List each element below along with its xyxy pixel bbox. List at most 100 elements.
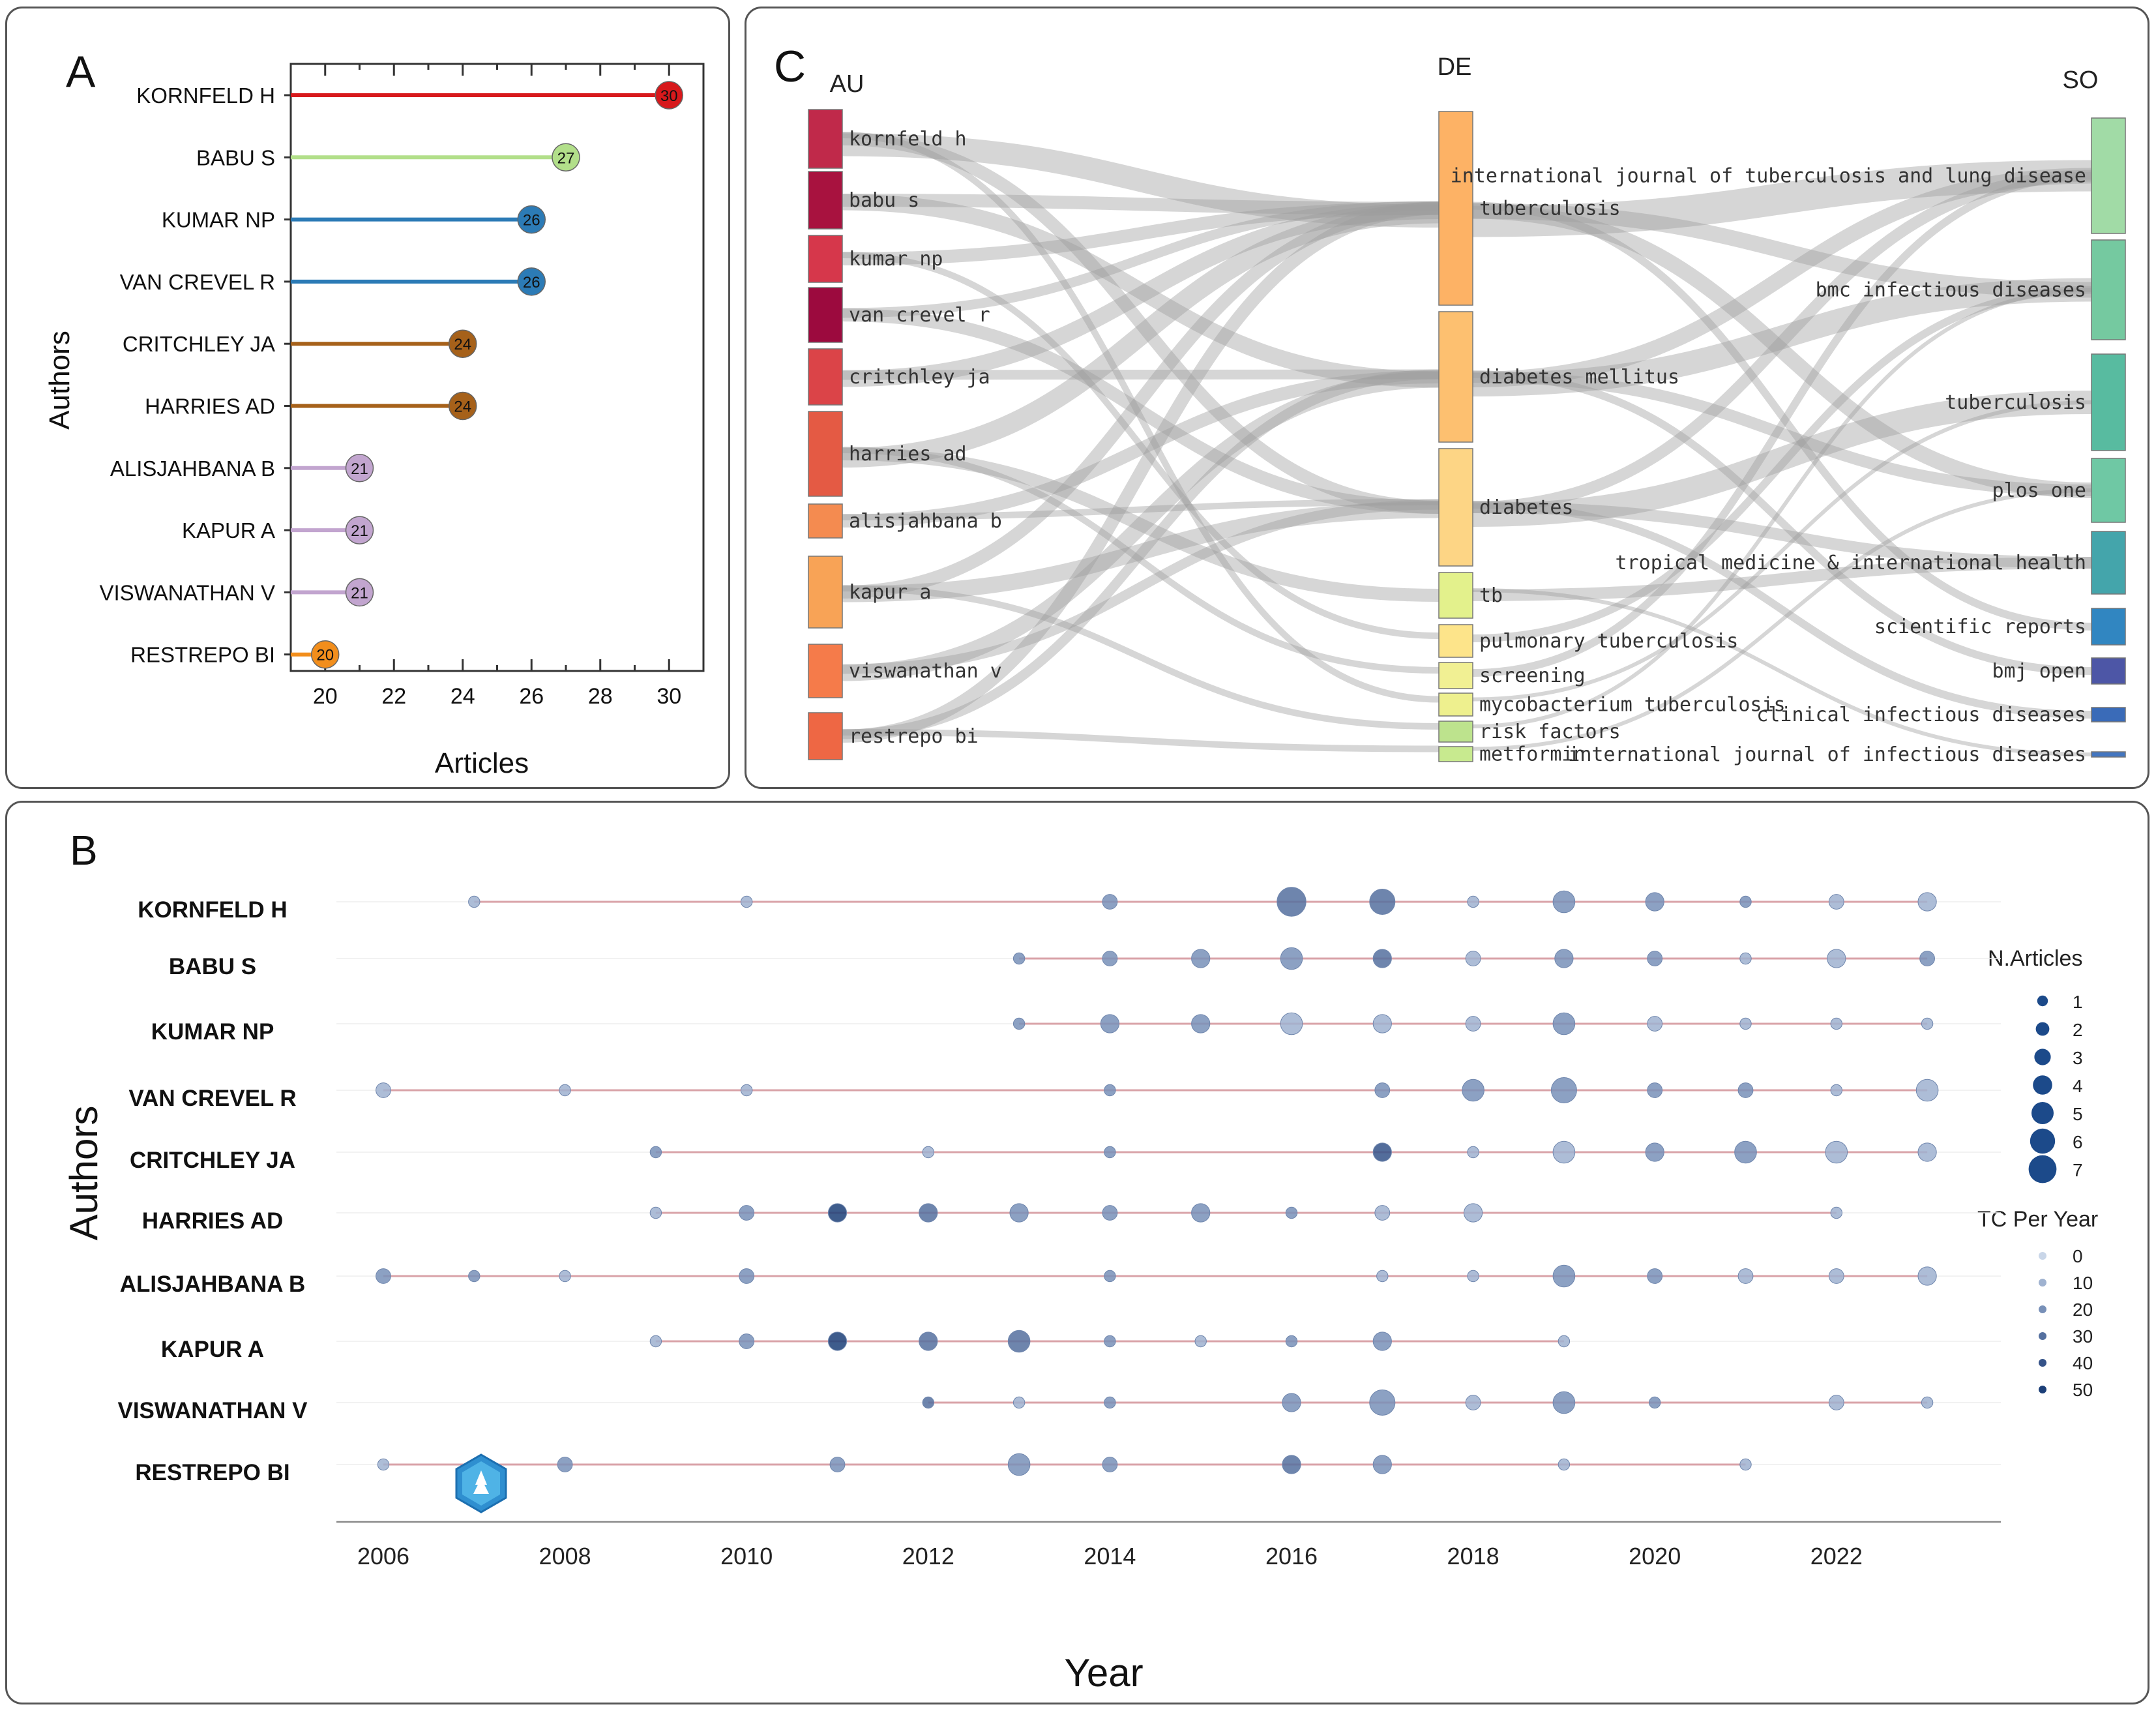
- x-tick-label: 28: [588, 684, 613, 709]
- production-point: [559, 1270, 571, 1283]
- panel-label-b: B: [70, 827, 98, 874]
- au-de-flow: [842, 585, 1440, 730]
- legend-color-dot: [2039, 1359, 2046, 1367]
- production-point: [1919, 951, 1936, 966]
- author-label: BABU S: [169, 954, 256, 979]
- production-point: [739, 1333, 755, 1349]
- au-node: [808, 287, 843, 343]
- production-point: [1647, 1268, 1663, 1284]
- three-field-sankey-chart: C kornfeld h babu s kumar np van crevel r cr…: [774, 42, 2126, 766]
- production-point: [1369, 1390, 1396, 1416]
- de-so-flow: [1472, 170, 2092, 513]
- production-point: [1104, 1084, 1116, 1097]
- au-label: babu s: [849, 189, 919, 212]
- production-point: [1462, 1079, 1484, 1102]
- au-de-flow: [842, 201, 1440, 265]
- de-so-flow: [1472, 278, 2092, 396]
- au-node: [808, 712, 843, 760]
- production-point: [376, 1268, 391, 1284]
- production-point: [827, 1203, 848, 1223]
- production-point: [1465, 1016, 1481, 1032]
- au-de-flow: [842, 132, 1440, 514]
- production-point: [557, 1457, 573, 1472]
- au-label: kumar np: [849, 248, 943, 271]
- production-point: [1104, 1335, 1116, 1348]
- x-tick-label: 2020: [1629, 1543, 1681, 1570]
- au-node: [808, 503, 843, 539]
- au-de-flow: [842, 499, 1440, 520]
- production-point: [1828, 1395, 1844, 1410]
- legend-color-label: 0: [2073, 1246, 2083, 1266]
- x-tick-label: 2012: [902, 1543, 954, 1570]
- au-node: [808, 644, 843, 698]
- so-node: [2091, 707, 2126, 722]
- au-de-flow: [842, 203, 1440, 387]
- production-point: [739, 1268, 755, 1284]
- production-point: [1645, 1142, 1664, 1162]
- production-point: [829, 1457, 846, 1472]
- panel-label-c: C: [774, 42, 806, 91]
- au-label: harries ad: [849, 443, 967, 466]
- production-point: [1467, 1146, 1479, 1159]
- y-tick-label: BABU S: [196, 145, 275, 170]
- au-de-flow: [842, 133, 1440, 228]
- production-point: [1734, 1140, 1757, 1164]
- de-node: [1438, 624, 1473, 658]
- column-header: DE: [1438, 53, 1472, 81]
- production-point: [919, 1332, 938, 1351]
- de-node: [1438, 692, 1473, 717]
- author-label: VAN CREVEL R: [128, 1086, 296, 1111]
- au-label: kapur a: [849, 581, 931, 604]
- de-so-flow: [1472, 400, 2092, 702]
- legend-size-label: 4: [2073, 1076, 2083, 1096]
- production-point: [1374, 1082, 1391, 1098]
- so-node: [2091, 239, 2126, 340]
- production-point: [1647, 1082, 1663, 1098]
- au-de-flow: [842, 501, 1440, 603]
- production-point: [468, 1270, 480, 1283]
- y-tick-label: KAPUR A: [182, 518, 275, 543]
- author-label: KUMAR NP: [151, 1019, 274, 1045]
- x-tick-label: 2022: [1810, 1543, 1863, 1570]
- lollipop-head: [517, 267, 546, 296]
- au-label: viswanathan v: [849, 660, 1002, 683]
- au-node: [808, 411, 843, 497]
- legend-size-label: 2: [2073, 1020, 2083, 1040]
- value-label: 27: [557, 149, 575, 167]
- x-tick-label: 20: [313, 684, 338, 709]
- so-label: international journal of tuberculosis an…: [1451, 165, 2086, 188]
- production-point: [1191, 1203, 1211, 1223]
- panel-b-frame: B Year Authors N.Articles TC Per Year 20…: [5, 801, 2149, 1704]
- x-tick-label: 2010: [720, 1543, 773, 1570]
- production-point: [1372, 1455, 1392, 1474]
- au-de-flow: [842, 194, 1440, 215]
- au-de-flow: [842, 371, 1440, 681]
- x-tick-label: 2018: [1447, 1543, 1499, 1570]
- production-point: [1552, 1012, 1576, 1035]
- production-point: [1277, 887, 1307, 917]
- production-point: [1828, 894, 1844, 910]
- au-label: kornfeld h: [849, 128, 967, 151]
- so-label: international journal of infectious dise…: [1568, 743, 2086, 766]
- au-de-flow: [842, 370, 1440, 528]
- production-point: [1917, 1142, 1937, 1162]
- lollipop-head: [517, 205, 546, 234]
- production-point: [1649, 1396, 1661, 1409]
- legend-color-dot: [2039, 1279, 2046, 1287]
- so-label: tuberculosis: [1945, 391, 2086, 414]
- legend-color-dot: [2039, 1252, 2046, 1260]
- de-node: [1438, 721, 1473, 743]
- so-label: bmj open: [1992, 660, 2087, 683]
- au-node: [808, 171, 843, 230]
- value-label: 20: [316, 647, 334, 664]
- production-point: [741, 895, 753, 908]
- so-node: [2091, 458, 2126, 523]
- de-node: [1438, 572, 1473, 619]
- value-label: 26: [523, 274, 540, 291]
- au-de-flow: [842, 447, 1440, 674]
- production-point: [1376, 1270, 1389, 1283]
- production-point: [1374, 1205, 1391, 1221]
- production-point: [1467, 1270, 1479, 1283]
- y-tick-label: VAN CREVEL R: [120, 270, 275, 294]
- value-label: 21: [351, 460, 368, 478]
